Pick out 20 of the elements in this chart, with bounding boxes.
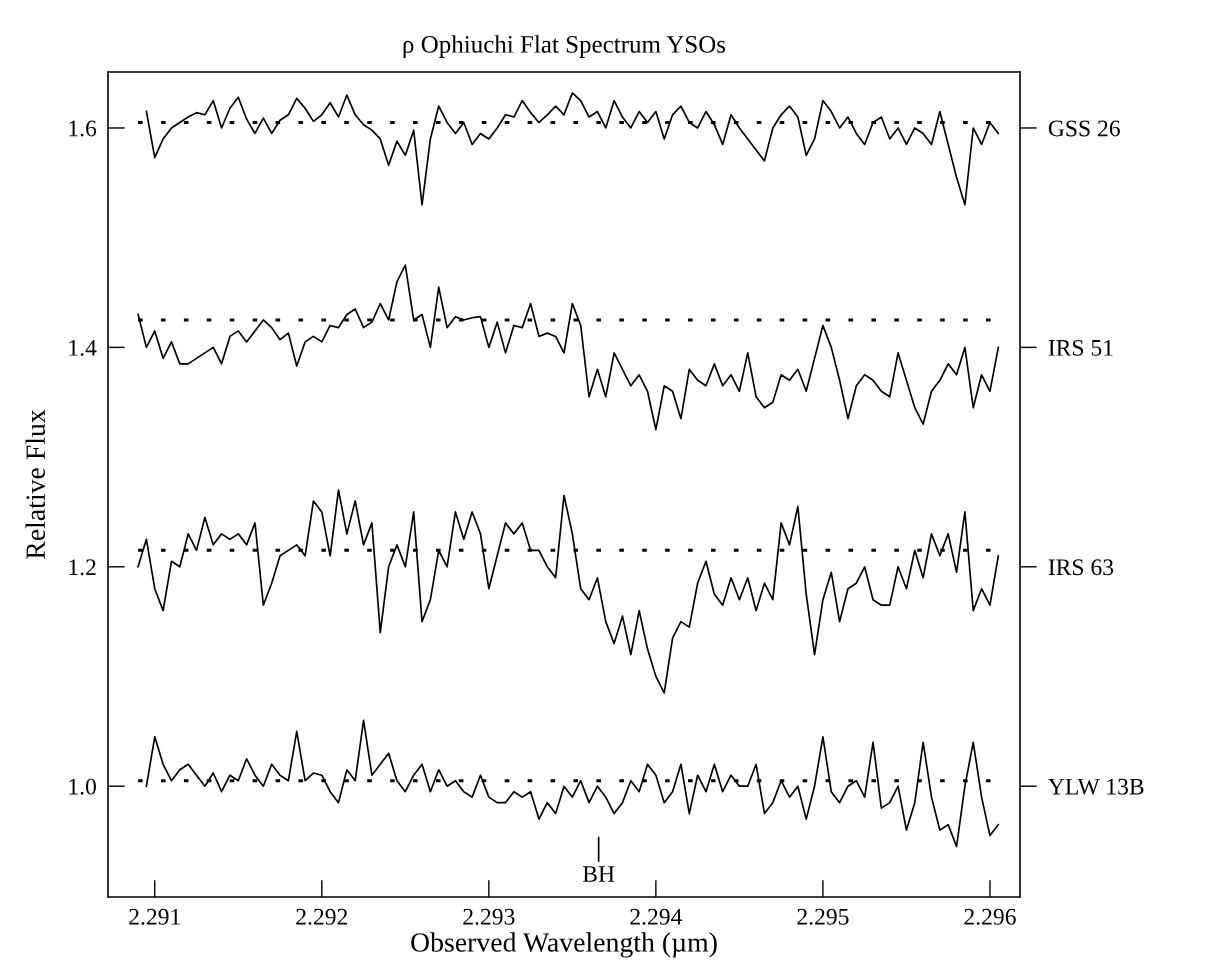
y-tick-label: 1.6 <box>69 120 97 137</box>
x-tick-label: 2.292 <box>296 908 348 925</box>
y-tick-label: 1.2 <box>69 559 96 576</box>
annotation: BH <box>582 866 615 882</box>
x-tick-label: 2.294 <box>630 908 683 925</box>
x-tick-label: 2.296 <box>964 908 1016 925</box>
line-series <box>137 489 1000 694</box>
line-series <box>137 264 1000 431</box>
legend-label: IRS 63 <box>1048 559 1114 576</box>
legend-label: IRS 51 <box>1048 339 1113 356</box>
x-tick-label: 2.295 <box>797 908 849 925</box>
y-tick-label: 1.4 <box>69 339 97 356</box>
y-tick-label: 1.0 <box>69 778 96 795</box>
x-tick-label: 2.293 <box>463 908 515 925</box>
x-tick-label: 2.291 <box>129 908 180 925</box>
x-axis-title: Observed Wavelength (µm) <box>411 932 717 958</box>
y-axis-title: Relative Flux <box>25 409 46 559</box>
legend-label: GSS 26 <box>1048 120 1120 137</box>
legend-label: YLW 13B <box>1048 778 1144 795</box>
chart-title: ρ Ophiuchi Flat Spectrum YSOs <box>403 35 726 58</box>
